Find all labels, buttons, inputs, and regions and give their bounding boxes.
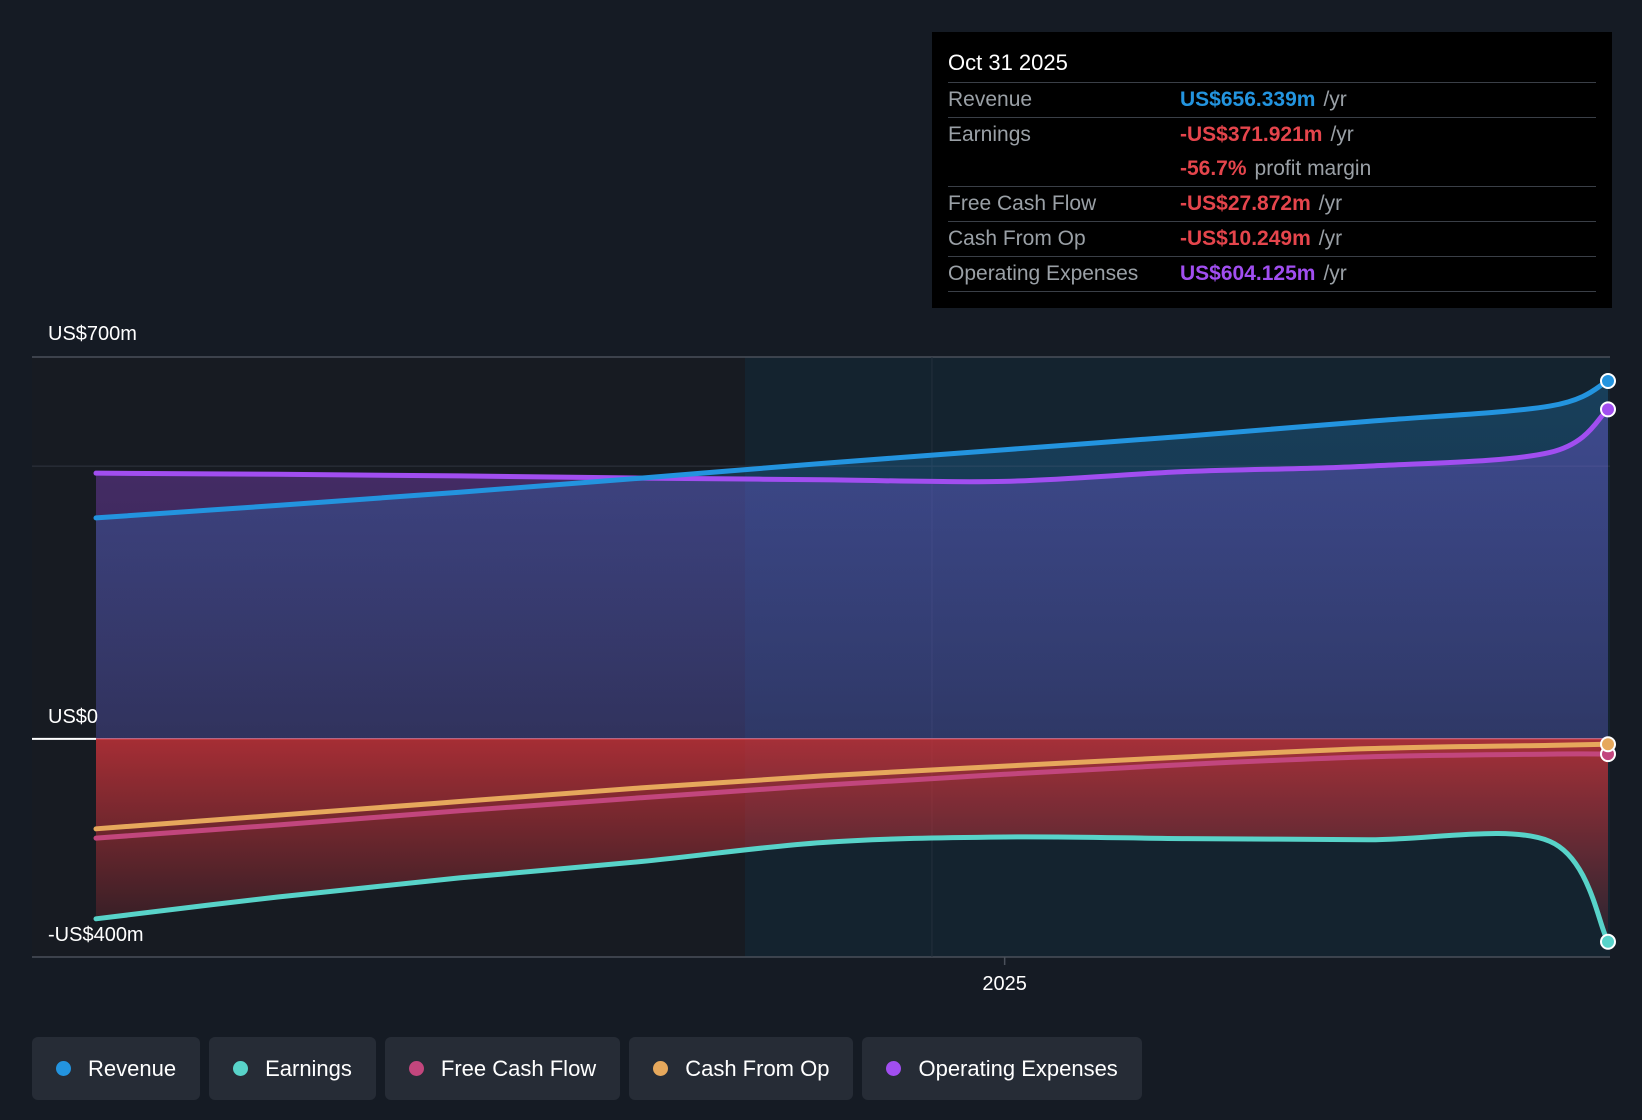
revenue-line (93, 378, 1611, 521)
revenue-dot-icon (56, 1061, 71, 1076)
free-cash-flow-line (93, 751, 1611, 841)
operating-expenses-line (93, 406, 1611, 485)
tooltip-label: Revenue (948, 88, 1033, 111)
tooltip-row-cash-from-op: Cash From Op -US$10.249m /yr (948, 222, 1596, 257)
tooltip-label: Operating Expenses (948, 262, 1139, 285)
tooltip-value: -US$371.921m (1180, 123, 1323, 146)
legend-item-cash-from-op[interactable]: Cash From Op (629, 1037, 854, 1100)
cash-from-op-line (93, 741, 1611, 832)
tooltip-row-profit-margin: -56.7% profit margin (948, 152, 1596, 187)
y-tick-label: US$700m (48, 323, 137, 345)
legend-label: Free Cash Flow (440, 1055, 597, 1081)
tooltip-unit: /yr (1323, 262, 1347, 285)
legend-label: Cash From Op (685, 1055, 830, 1081)
tooltip-value: -US$10.249m (1180, 227, 1311, 250)
y-tick-label: US$0 (48, 706, 98, 728)
tooltip-value: -56.7% (1180, 157, 1247, 180)
legend-item-revenue[interactable]: Revenue (32, 1037, 201, 1100)
legend-item-free-cash-flow[interactable]: Free Cash Flow (384, 1037, 621, 1100)
tooltip-label (948, 152, 1180, 186)
tooltip-value: -US$27.872m (1180, 192, 1311, 215)
legend-item-operating-expenses[interactable]: Operating Expenses (862, 1037, 1142, 1100)
earnings-dot-icon (233, 1061, 249, 1076)
legend-item-earnings[interactable]: Earnings (209, 1037, 376, 1100)
tooltip-row-free-cash-flow: Free Cash Flow -US$27.872m /yr (948, 187, 1596, 222)
revenue-end-point (1600, 373, 1616, 389)
tooltip-row-operating-expenses: Operating Expenses US$604.125m /yr (948, 257, 1596, 292)
operating-expenses-dot-icon (886, 1061, 902, 1076)
legend: Revenue Earnings Free Cash Flow Cash Fro… (32, 1037, 1151, 1100)
x-tick-label: 2025 (982, 973, 1027, 995)
operating-expenses-end-point (1600, 401, 1616, 418)
tooltip-row-earnings: Earnings -US$371.921m /yr (948, 118, 1596, 152)
legend-label: Earnings (265, 1055, 352, 1081)
legend-label: Operating Expenses (918, 1055, 1118, 1081)
tooltip-unit: /yr (1318, 227, 1343, 250)
free-cash-flow-dot-icon (408, 1061, 424, 1076)
tooltip-label: Cash From Op (948, 227, 1086, 250)
tooltip-row-revenue: Revenue US$656.339m /yr (948, 83, 1596, 118)
cash-from-op-end-point (1600, 736, 1616, 753)
earnings-end-point (1600, 933, 1616, 950)
cash-from-op-dot-icon (653, 1061, 669, 1076)
tooltip-label: Free Cash Flow (948, 192, 1097, 215)
earnings-line (93, 830, 1611, 945)
tooltip-value: US$656.339m (1180, 88, 1316, 111)
tooltip-unit: /yr (1318, 192, 1343, 215)
tooltip-unit: profit margin (1254, 157, 1372, 180)
tooltip-date: Oct 31 2025 (948, 46, 1596, 83)
legend-label: Revenue (88, 1055, 177, 1081)
tooltip-unit: /yr (1330, 123, 1354, 146)
tooltip-unit: /yr (1323, 88, 1347, 111)
y-tick-label: -US$400m (48, 924, 144, 946)
tooltip-value: US$604.125m (1180, 262, 1316, 285)
tooltip: Oct 31 2025 Revenue US$656.339m /yr Earn… (932, 32, 1612, 308)
tooltip-label: Earnings (948, 123, 1031, 146)
